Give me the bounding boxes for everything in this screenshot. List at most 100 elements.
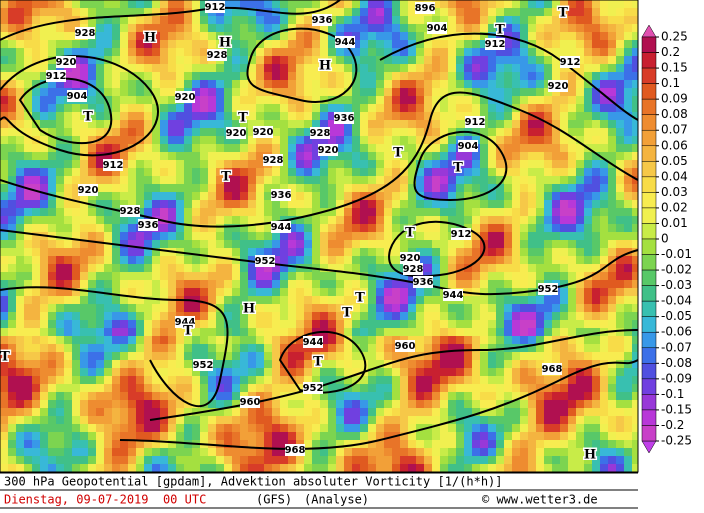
field-cell bbox=[168, 200, 176, 208]
field-cell bbox=[80, 448, 88, 456]
field-cell bbox=[296, 160, 304, 168]
field-cell bbox=[192, 464, 200, 472]
field-cell bbox=[408, 464, 416, 472]
contour-label: 952 bbox=[538, 284, 559, 295]
field-cell bbox=[376, 312, 384, 320]
field-cell bbox=[16, 448, 24, 456]
field-cell bbox=[448, 312, 456, 320]
field-cell bbox=[376, 232, 384, 240]
field-cell bbox=[56, 424, 64, 432]
field-cell bbox=[288, 352, 296, 360]
field-cell bbox=[288, 160, 296, 168]
field-cell bbox=[184, 328, 192, 336]
field-cell bbox=[232, 448, 240, 456]
field-cell bbox=[248, 376, 256, 384]
field-cell bbox=[368, 80, 376, 88]
field-cell bbox=[208, 392, 216, 400]
field-cell bbox=[24, 224, 32, 232]
field-cell bbox=[488, 64, 496, 72]
field-cell bbox=[488, 112, 496, 120]
field-cell bbox=[288, 456, 296, 464]
field-cell bbox=[544, 440, 552, 448]
field-cell bbox=[384, 168, 392, 176]
field-cell bbox=[632, 248, 638, 256]
field-cell bbox=[384, 312, 392, 320]
field-cell bbox=[552, 248, 560, 256]
field-cell bbox=[128, 432, 136, 440]
field-cell bbox=[368, 152, 376, 160]
field-cell bbox=[40, 96, 48, 104]
field-cell bbox=[624, 184, 632, 192]
field-cell bbox=[384, 128, 392, 136]
field-cell bbox=[32, 400, 40, 408]
field-cell bbox=[280, 248, 288, 256]
field-cell bbox=[536, 400, 544, 408]
field-cell bbox=[360, 200, 368, 208]
field-cell bbox=[208, 232, 216, 240]
field-cell bbox=[336, 328, 344, 336]
field-cell bbox=[104, 352, 112, 360]
field-cell bbox=[616, 176, 624, 184]
field-cell bbox=[544, 96, 552, 104]
field-cell bbox=[424, 160, 432, 168]
field-cell bbox=[424, 376, 432, 384]
field-cell bbox=[472, 176, 480, 184]
field-cell bbox=[488, 144, 496, 152]
field-cell bbox=[392, 240, 400, 248]
field-cell bbox=[568, 160, 576, 168]
field-cell bbox=[400, 288, 408, 296]
field-cell bbox=[72, 376, 80, 384]
field-cell bbox=[16, 304, 24, 312]
field-cell bbox=[312, 64, 320, 72]
field-cell bbox=[368, 192, 376, 200]
field-cell bbox=[96, 184, 104, 192]
field-cell bbox=[88, 160, 96, 168]
field-cell bbox=[272, 48, 280, 56]
field-cell bbox=[368, 248, 376, 256]
field-cell bbox=[320, 160, 328, 168]
field-cell bbox=[128, 40, 136, 48]
field-cell bbox=[352, 336, 360, 344]
field-cell bbox=[352, 48, 360, 56]
field-cell bbox=[400, 96, 408, 104]
field-cell bbox=[400, 128, 408, 136]
field-cell bbox=[632, 328, 638, 336]
field-cell bbox=[376, 32, 384, 40]
colorbar-label: 0.01 bbox=[661, 216, 688, 230]
field-cell bbox=[328, 112, 336, 120]
field-cell bbox=[264, 296, 272, 304]
field-cell bbox=[608, 224, 616, 232]
field-cell bbox=[80, 208, 88, 216]
field-cell bbox=[408, 32, 416, 40]
colorbar-label: 0.05 bbox=[661, 154, 688, 168]
field-cell bbox=[480, 168, 488, 176]
field-cell bbox=[632, 88, 638, 96]
field-cell bbox=[304, 272, 312, 280]
field-cell bbox=[80, 320, 88, 328]
field-cell bbox=[112, 184, 120, 192]
field-cell bbox=[144, 416, 152, 424]
field-cell bbox=[456, 344, 464, 352]
field-cell bbox=[0, 232, 8, 240]
field-cell bbox=[112, 400, 120, 408]
field-cell bbox=[456, 192, 464, 200]
field-cell bbox=[288, 232, 296, 240]
contour-label: 928 bbox=[207, 50, 228, 61]
field-cell bbox=[104, 104, 112, 112]
field-cell bbox=[480, 440, 488, 448]
field-cell bbox=[40, 16, 48, 24]
field-cell bbox=[32, 96, 40, 104]
field-cell bbox=[288, 0, 296, 8]
field-cell bbox=[160, 320, 168, 328]
field-cell bbox=[120, 80, 128, 88]
field-cell bbox=[440, 272, 448, 280]
field-cell bbox=[344, 56, 352, 64]
field-cell bbox=[32, 184, 40, 192]
field-cell bbox=[216, 344, 224, 352]
field-cell bbox=[128, 352, 136, 360]
field-cell bbox=[128, 168, 136, 176]
field-cell bbox=[184, 336, 192, 344]
field-cell bbox=[584, 288, 592, 296]
label-box bbox=[285, 444, 305, 456]
field-cell bbox=[584, 72, 592, 80]
